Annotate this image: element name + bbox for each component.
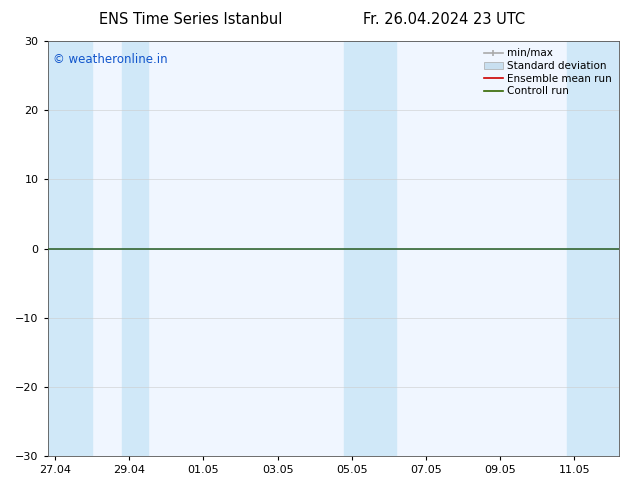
Bar bbox=[122, 41, 148, 456]
Bar bbox=[48, 41, 92, 456]
Bar bbox=[567, 41, 619, 456]
Legend: min/max, Standard deviation, Ensemble mean run, Controll run: min/max, Standard deviation, Ensemble me… bbox=[482, 46, 614, 98]
Text: Fr. 26.04.2024 23 UTC: Fr. 26.04.2024 23 UTC bbox=[363, 12, 525, 27]
Text: ENS Time Series Istanbul: ENS Time Series Istanbul bbox=[98, 12, 282, 27]
Text: © weatheronline.in: © weatheronline.in bbox=[53, 53, 168, 67]
Bar bbox=[344, 41, 396, 456]
